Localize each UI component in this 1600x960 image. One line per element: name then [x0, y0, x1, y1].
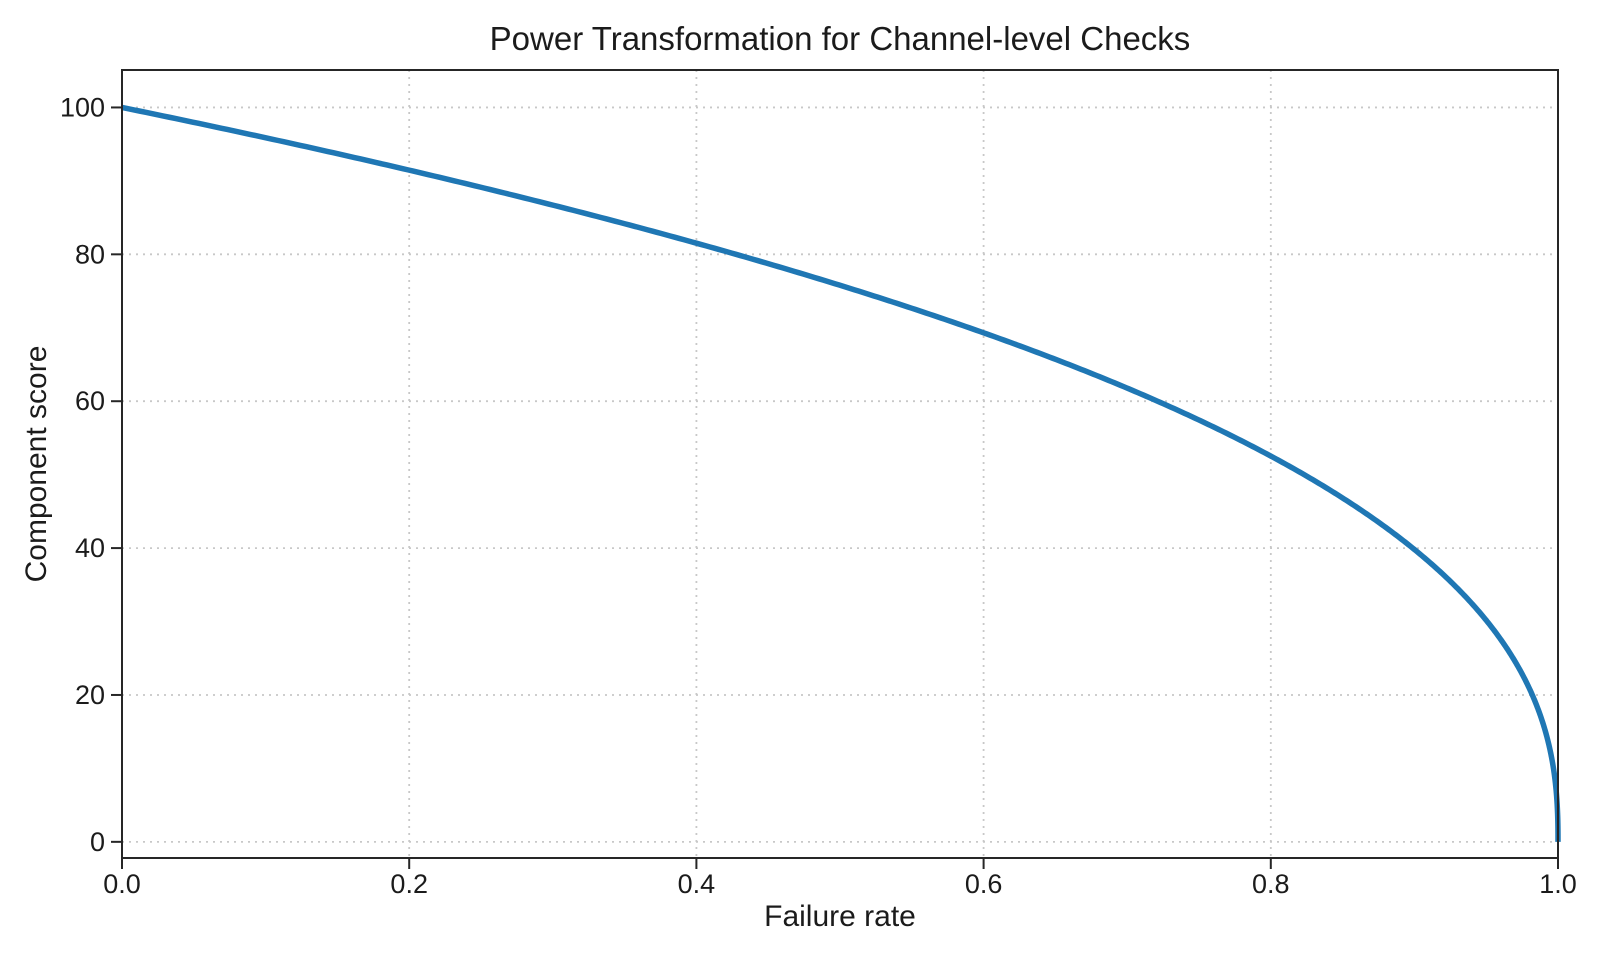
x-axis-label: Failure rate — [764, 900, 916, 933]
y-tick-label: 80 — [75, 239, 105, 269]
x-tick-label: 1.0 — [1539, 869, 1577, 899]
x-tick-label: 0.4 — [678, 869, 716, 899]
y-axis-label: Component score — [20, 345, 53, 583]
y-tick-label: 60 — [75, 386, 105, 416]
y-tick-label: 100 — [60, 92, 105, 122]
data-series-line — [121, 104, 1561, 844]
y-tick-label: 0 — [90, 827, 105, 857]
y-tick-label: 40 — [75, 533, 105, 563]
chart-title: Power Transformation for Channel-level C… — [489, 20, 1191, 57]
axes-frame — [121, 69, 1559, 859]
y-tick-label: 20 — [75, 680, 105, 710]
x-tick-label: 0.6 — [965, 869, 1003, 899]
x-tick-label: 0.2 — [390, 869, 428, 899]
x-tick-label: 0.8 — [1252, 869, 1290, 899]
x-tick-label: 0.0 — [103, 869, 141, 899]
